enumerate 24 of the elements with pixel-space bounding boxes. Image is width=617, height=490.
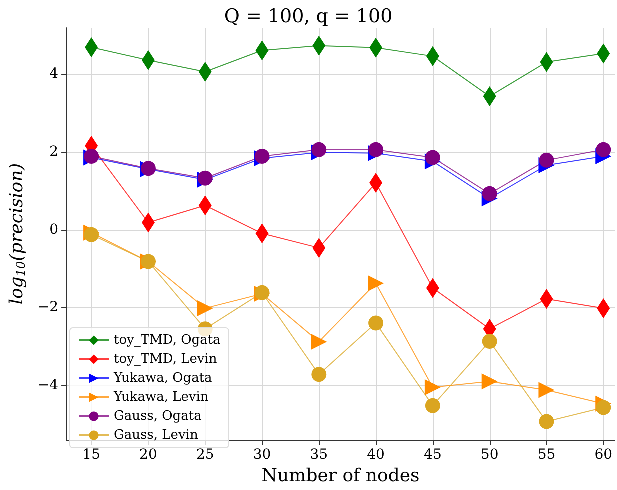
legend-label: Gauss, Levin bbox=[114, 428, 199, 443]
chart-title: Q = 100, q = 100 bbox=[224, 6, 393, 28]
x-tick-label: 40 bbox=[367, 447, 385, 464]
y-tick-label: 0 bbox=[50, 222, 59, 238]
x-axis-title: Number of nodes bbox=[262, 466, 420, 486]
x-tick-label: 50 bbox=[480, 447, 499, 464]
legend-label: toy_TMD, Levin bbox=[114, 352, 218, 367]
y-tick-label: 4 bbox=[50, 66, 59, 82]
legend-label: Gauss, Ogata bbox=[114, 409, 202, 424]
x-tick-label: 45 bbox=[424, 447, 442, 464]
y-tick-label: −4 bbox=[38, 378, 59, 394]
y-tick-label: −2 bbox=[38, 300, 59, 316]
y-axis-title: log10(precision) bbox=[6, 163, 28, 305]
x-tick-label: 60 bbox=[594, 447, 613, 464]
x-tick-label: 15 bbox=[82, 447, 100, 464]
legend-label: Yukawa, Ogata bbox=[113, 371, 213, 386]
x-tick-label: 20 bbox=[140, 447, 158, 464]
legend-label: Yukawa, Levin bbox=[113, 390, 210, 405]
x-tick-label: 35 bbox=[310, 447, 328, 464]
x-tick-label: 55 bbox=[538, 447, 556, 464]
x-tick-label: 30 bbox=[253, 447, 272, 464]
legend-label: toy_TMD, Ogata bbox=[114, 333, 222, 348]
x-tick-label: 25 bbox=[196, 447, 214, 464]
y-tick-label: 2 bbox=[50, 144, 59, 160]
